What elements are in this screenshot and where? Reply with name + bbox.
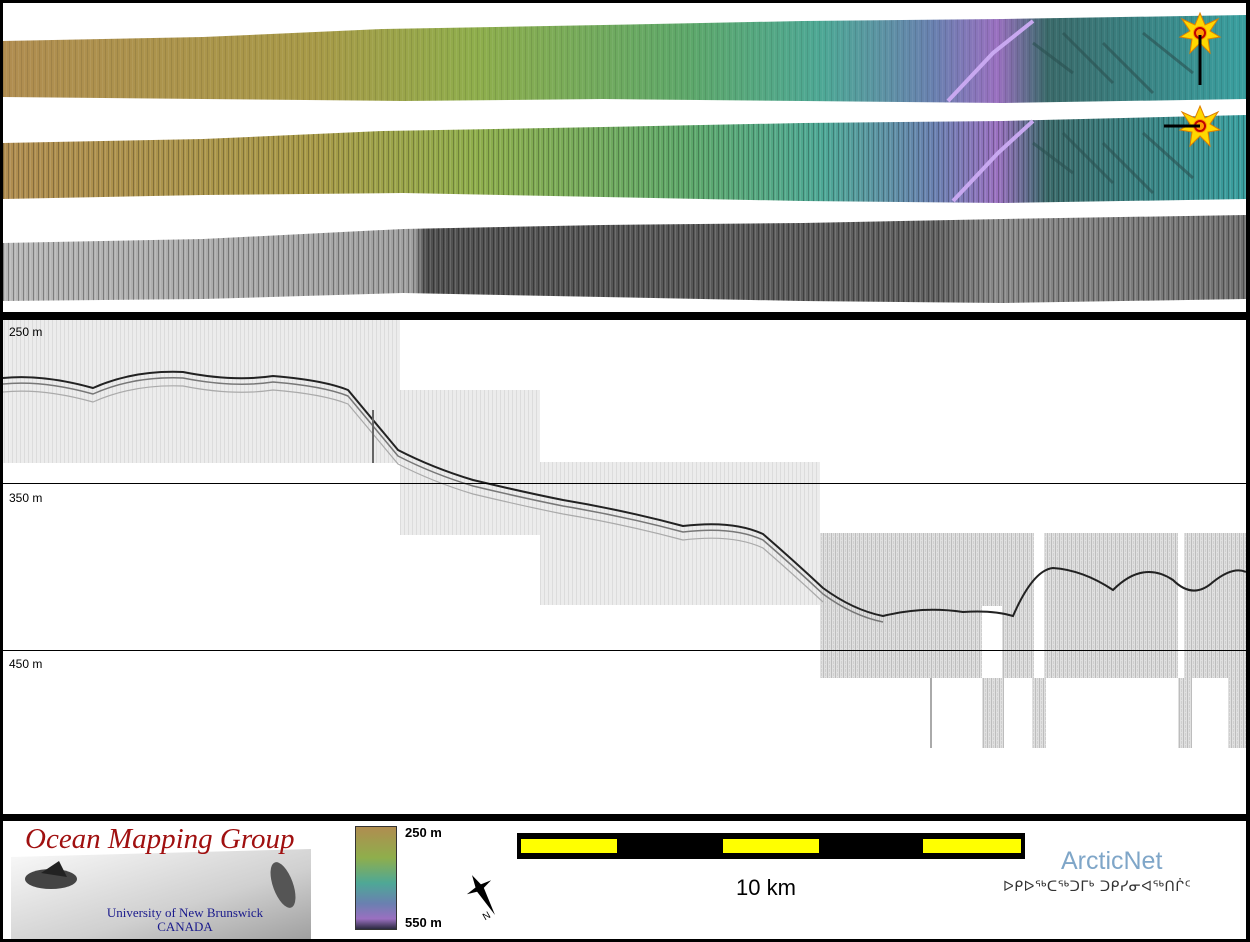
bathymetry-strip-1 xyxy=(3,15,1246,103)
bathymetry-strip-2 xyxy=(3,115,1246,203)
scale-label: 10 km xyxy=(736,875,796,900)
logo-subtitle-line1: University of New Brunswick xyxy=(106,905,264,920)
scale-bar-segment xyxy=(521,839,617,853)
colorbar-bottom-label: 550 m xyxy=(405,915,442,930)
profile-image xyxy=(3,320,1246,748)
depth-gridline xyxy=(3,483,1246,484)
sun-icon xyxy=(1178,11,1222,85)
ocean-mapping-group-logo: Ocean Mapping Group University of New Br… xyxy=(11,821,311,939)
logo-title: Ocean Mapping Group xyxy=(25,823,295,855)
legend-panel: Ocean Mapping Group University of New Br… xyxy=(3,821,1246,939)
svg-text:N: N xyxy=(481,910,493,923)
scale-bar-segment xyxy=(923,839,1021,853)
arcticnet-syllabics: ᐅᑭᐅᖅᑕᖅᑐᒥᒃ ᑐᑭᓯᓂᐊᖅᑎᒌᑦ xyxy=(1003,879,1192,895)
depth-gridline xyxy=(3,650,1246,651)
sun-icon xyxy=(1164,104,1222,148)
logo-seafloor-image xyxy=(11,849,311,939)
swath-imagery-panel xyxy=(3,3,1246,312)
depth-label-250: 250 m xyxy=(9,325,43,339)
backscatter-strip xyxy=(3,215,1246,303)
depth-label-450: 450 m xyxy=(9,657,43,671)
scale-bar xyxy=(517,833,1025,859)
logo-subtitle: University of New Brunswick CANADA xyxy=(85,906,285,934)
depth-colorbar xyxy=(355,826,397,930)
colorbar-top-label: 250 m xyxy=(405,825,442,840)
depth-label-350: 350 m xyxy=(9,491,43,505)
swath-strips xyxy=(3,11,1246,303)
seafloor-reflector xyxy=(3,370,1246,623)
subbottom-profile-panel: 250 m 350 m 450 m xyxy=(3,320,1246,814)
north-arrow-icon: N xyxy=(466,875,495,923)
profile-record-blocks xyxy=(3,320,1246,748)
logo-subtitle-line2: CANADA xyxy=(157,919,213,934)
arcticnet-logo-text: ArcticNet xyxy=(1061,847,1163,875)
scale-bar-segment xyxy=(723,839,819,853)
